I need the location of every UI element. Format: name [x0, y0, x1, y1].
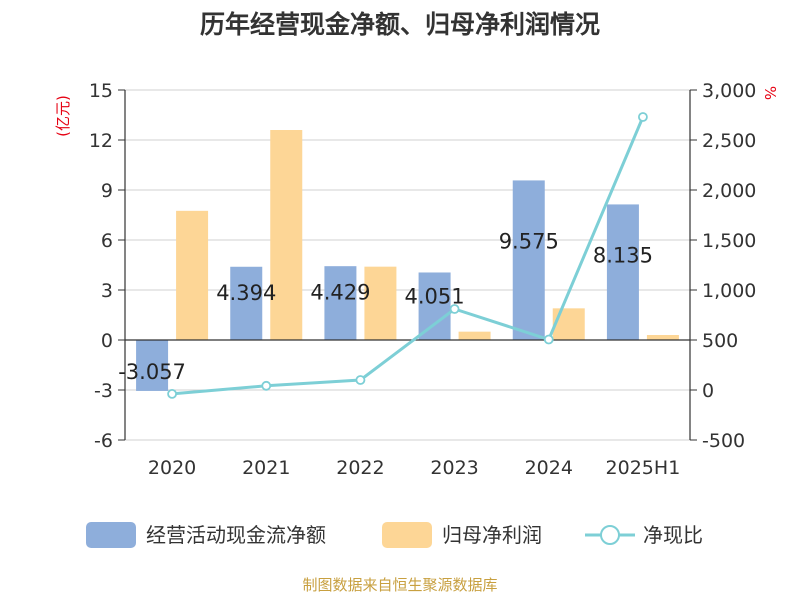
- x-tick-label: 2020: [148, 457, 196, 479]
- left-tick-label: 0: [101, 330, 113, 352]
- right-tick-label: 1,500: [702, 230, 756, 252]
- legend-label: 经营活动现金流净额: [146, 523, 326, 547]
- cashflow-bar: [512, 180, 545, 340]
- x-tick-label: 2022: [336, 457, 384, 479]
- left-tick-label: -6: [94, 430, 113, 452]
- cashflow-data-label: -3.057: [118, 360, 186, 384]
- right-axis-unit: %: [761, 86, 779, 100]
- ratio-line-path: [171, 116, 645, 396]
- left-axis-unit: (亿元): [54, 95, 72, 137]
- right-tick-label: 2,000: [702, 180, 756, 202]
- left-tick-label: 15: [89, 80, 113, 102]
- profit-bar: [270, 130, 303, 340]
- left-tick-label: 3: [101, 280, 113, 302]
- right-tick-label: 500: [702, 330, 738, 352]
- profit-bar: [646, 335, 679, 340]
- legend-swatch: [382, 522, 432, 548]
- profit-bar: [552, 308, 585, 340]
- cashflow-bar: [324, 266, 357, 340]
- x-tick-label: 2021: [242, 457, 290, 479]
- cashflow-bar: [230, 266, 263, 340]
- cashflow-data-label: 4.394: [216, 281, 276, 305]
- left-tick-label: 12: [89, 130, 113, 152]
- ratio-point: [638, 112, 648, 122]
- x-tick-label: 2023: [430, 457, 478, 479]
- cashflow-bar: [418, 272, 451, 340]
- bars: [136, 130, 679, 391]
- legend-marker: [600, 525, 620, 545]
- cashflow-data-label: 9.575: [499, 229, 559, 253]
- profit-bar: [364, 266, 397, 340]
- cashflow-data-label: 4.429: [310, 281, 370, 305]
- cashflow-data-label: 8.135: [593, 244, 653, 268]
- right-tick-label: 0: [702, 380, 714, 402]
- legend-swatch: [86, 522, 136, 548]
- right-tick-label: 1,000: [702, 280, 756, 302]
- ratio-point: [261, 380, 272, 391]
- cashflow-bar: [136, 340, 169, 391]
- cashflow-data-label: 4.051: [405, 284, 465, 308]
- ratio-point: [449, 304, 460, 314]
- data-labels: -3.057 4.394 4.429 4.051 9.575 8.135: [118, 229, 653, 384]
- right-tick-label: 3,000: [702, 80, 756, 102]
- profit-bar: [176, 210, 209, 340]
- legend-label: 净现比: [643, 523, 703, 547]
- ratio-line: [167, 112, 648, 399]
- left-tick-label: -3: [94, 380, 113, 402]
- ratio-point: [355, 375, 366, 385]
- legend: 经营活动现金流净额 归母净利润 净现比: [86, 522, 703, 548]
- left-tick-label: 6: [101, 230, 113, 252]
- cashflow-bar: [606, 204, 639, 340]
- chart-title: 历年经营现金净额、归母净利润情况: [200, 10, 600, 39]
- right-tick-label: 2,500: [702, 130, 756, 152]
- axes: -6 -3 0 3 6 9 12 15 -500 0 500 1,000 1,500 2,000 2,500…: [89, 80, 757, 479]
- legend-label: 归母净利润: [442, 523, 542, 547]
- x-tick-label: 2025H1: [606, 457, 681, 479]
- profit-bar: [458, 331, 491, 340]
- ratio-point: [167, 388, 177, 399]
- left-tick-label: 9: [101, 180, 113, 202]
- ratio-point: [543, 334, 554, 345]
- source-note: 制图数据来自恒生聚源数据库: [302, 576, 497, 594]
- x-tick-label: 2024: [525, 457, 573, 479]
- right-tick-label: -500: [702, 430, 745, 452]
